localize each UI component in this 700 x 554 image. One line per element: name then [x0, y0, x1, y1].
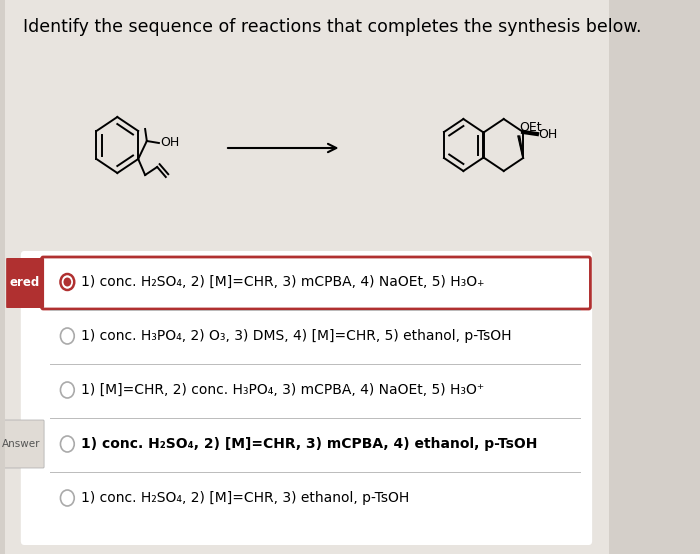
- Text: 1) conc. H₂SO₄, 2) [M]=CHR, 3) mCPBA, 4) NaOEt, 5) H₃O₊: 1) conc. H₂SO₄, 2) [M]=CHR, 3) mCPBA, 4)…: [81, 275, 484, 289]
- FancyBboxPatch shape: [21, 251, 592, 545]
- Text: OH: OH: [160, 136, 179, 150]
- Text: 1) conc. H₂SO₄, 2) [M]=CHR, 3) mCPBA, 4) ethanol, p-TsOH: 1) conc. H₂SO₄, 2) [M]=CHR, 3) mCPBA, 4)…: [81, 437, 538, 451]
- Circle shape: [60, 328, 74, 344]
- Text: Identify the sequence of reactions that completes the synthesis below.: Identify the sequence of reactions that …: [22, 18, 641, 36]
- Text: 1) conc. H₃PO₄, 2) O₃, 3) DMS, 4) [M]=CHR, 5) ethanol, p-TsOH: 1) conc. H₃PO₄, 2) O₃, 3) DMS, 4) [M]=CH…: [81, 329, 512, 343]
- Circle shape: [64, 278, 71, 286]
- Circle shape: [60, 436, 74, 452]
- Text: OEt: OEt: [519, 121, 542, 134]
- Text: OH: OH: [538, 127, 557, 141]
- Text: Answer: Answer: [1, 439, 40, 449]
- FancyBboxPatch shape: [41, 257, 590, 309]
- Text: ered: ered: [10, 276, 40, 290]
- Circle shape: [60, 274, 74, 290]
- FancyBboxPatch shape: [0, 420, 44, 468]
- Text: 1) [M]=CHR, 2) conc. H₃PO₄, 3) mCPBA, 4) NaOEt, 5) H₃O⁺: 1) [M]=CHR, 2) conc. H₃PO₄, 3) mCPBA, 4)…: [81, 383, 484, 397]
- FancyBboxPatch shape: [6, 258, 44, 308]
- Circle shape: [60, 382, 74, 398]
- Text: 1) conc. H₂SO₄, 2) [M]=CHR, 3) ethanol, p-TsOH: 1) conc. H₂SO₄, 2) [M]=CHR, 3) ethanol, …: [81, 491, 409, 505]
- Circle shape: [60, 490, 74, 506]
